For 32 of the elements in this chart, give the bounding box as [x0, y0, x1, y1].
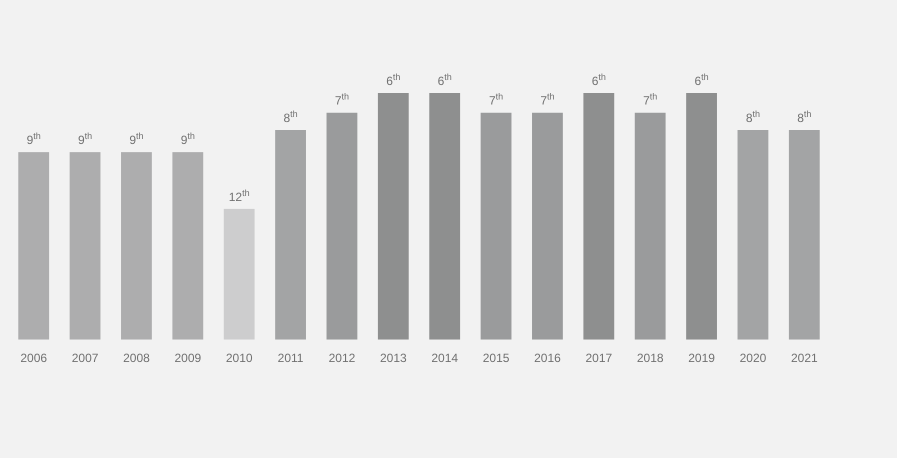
- bar: [583, 93, 614, 340]
- x-tick-label: 2015: [482, 351, 510, 366]
- x-tick-label: 2020: [740, 351, 767, 366]
- bar: [788, 130, 820, 340]
- bar: [429, 93, 460, 340]
- bar: [172, 152, 204, 340]
- bar: [378, 93, 409, 340]
- x-tick-label: 2013: [380, 351, 407, 366]
- x-tick-label: 2014: [431, 351, 458, 366]
- bar: [686, 93, 717, 340]
- x-tick-label: 2006: [20, 351, 48, 366]
- bar: [70, 152, 100, 340]
- bar: [532, 112, 563, 340]
- x-tick-label: 2017: [585, 351, 612, 366]
- x-tick-label: 2019: [688, 351, 716, 366]
- x-tick-label: 2011: [278, 351, 304, 366]
- x-tick-label: 2021: [790, 351, 818, 366]
- bar: [634, 112, 666, 340]
- bar: [738, 130, 768, 340]
- x-tick-label: 2018: [636, 351, 664, 366]
- x-tick-label: 2010: [226, 351, 253, 366]
- bar: [224, 208, 255, 340]
- bar: [326, 112, 358, 340]
- bar: [18, 152, 50, 340]
- x-tick-label: 2008: [123, 351, 150, 366]
- bar: [121, 152, 152, 340]
- x-tick-label: 2012: [328, 351, 356, 366]
- x-tick-label: 2016: [534, 351, 562, 366]
- x-tick-label: 2007: [72, 351, 99, 366]
- bar: [480, 112, 512, 340]
- bar: [275, 130, 306, 340]
- x-tick-label: 2009: [174, 351, 202, 366]
